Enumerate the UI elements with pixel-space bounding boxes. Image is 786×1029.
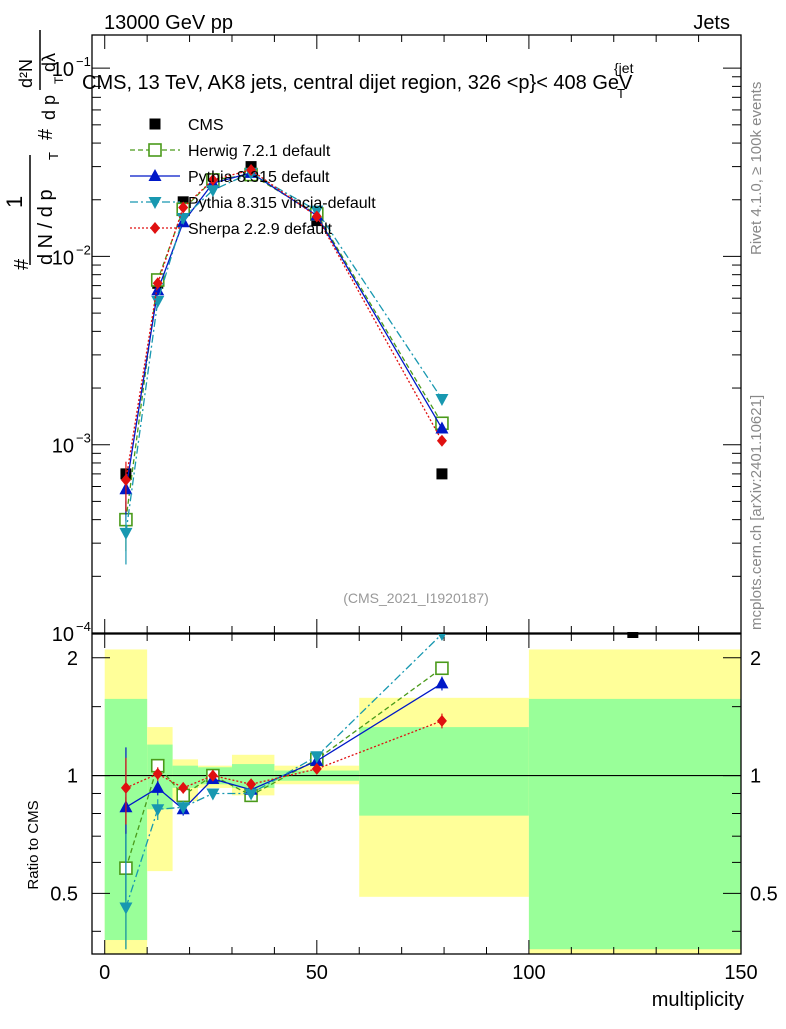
ratio-y-tick-label: 2 — [67, 648, 78, 670]
series-3-line — [125, 169, 443, 481]
main-ylabel: # 1 d N / d p T # d²N d p T dλ — [2, 30, 66, 270]
x-tick-label: 150 — [724, 962, 757, 984]
legend-marker-0 — [148, 143, 162, 157]
series-3-ratio-point — [246, 778, 257, 791]
series-3-ratio-point — [436, 714, 447, 727]
y-tick-label: 10 — [52, 624, 74, 646]
y-tick-exponent: −2 — [76, 242, 91, 257]
y-tick-label: 10 — [52, 247, 74, 269]
x-tick-label: 100 — [512, 962, 545, 984]
band-green-6 — [359, 727, 529, 816]
series-3-point — [152, 277, 163, 290]
y-tick-exponent: −3 — [76, 431, 91, 446]
series-2-point — [119, 527, 133, 540]
series-3-ratio-point — [207, 769, 218, 782]
y-tick-exponent: −1 — [76, 54, 91, 69]
title-sub: T — [617, 86, 625, 101]
ylabel-hash1: # — [11, 258, 33, 270]
ylabel-num: d²N — [16, 59, 36, 88]
legend-marker-2 — [148, 197, 162, 209]
series-3-point — [120, 473, 131, 486]
series-1-ratio-point — [435, 676, 449, 689]
series-0-ratio-point — [435, 661, 449, 676]
series-2-ratio-point — [119, 902, 133, 915]
ratio-y-tick-label-right: 1 — [750, 766, 761, 788]
ylabel-top-den: d p — [39, 95, 59, 120]
series-1-point — [435, 421, 449, 434]
cms-data-point — [627, 632, 639, 638]
series-2-ratio-point — [310, 751, 324, 764]
series-2-point — [151, 295, 165, 308]
series-3-point — [246, 163, 257, 176]
title-main: CMS, 13 TeV, AK8 jets, central dijet reg… — [82, 72, 518, 94]
series-3-point — [311, 210, 322, 223]
cms-data-point — [436, 468, 448, 480]
x-axis-label: multiplicity — [652, 989, 744, 1011]
ylabel-den-sub: T — [46, 152, 61, 160]
legend-marker-cms — [149, 118, 161, 130]
ratio-frame — [91, 633, 742, 955]
main-frame — [91, 34, 742, 634]
y-tick-exponent: −4 — [76, 619, 91, 634]
legend-label-0: Herwig 7.2.1 default — [188, 143, 331, 160]
series-3-point — [178, 201, 189, 214]
legend-label-3: Sherpa 2.2.9 default — [188, 221, 333, 238]
series-2-point — [435, 393, 449, 406]
legend-label-cms: CMS — [188, 117, 224, 134]
ylabel-top-den-sub: T — [52, 76, 66, 84]
series-2-ratio-point — [438, 634, 446, 641]
main-plot-edge — [627, 632, 639, 638]
title-sup: {jet — [614, 60, 634, 76]
series-3-ratio-point — [311, 762, 322, 775]
header-left: 13000 GeV pp — [104, 12, 233, 34]
series-1-ratio-point — [151, 780, 165, 793]
ylabel-one: 1 — [2, 196, 27, 208]
ylabel-hash2: # — [35, 128, 57, 140]
rivet-label: Rivet 4.1.0, ≥ 100k events — [748, 82, 765, 255]
title-tail: }< 408 GeV — [530, 72, 634, 94]
ratio-y-tick-label-right: 0.5 — [750, 883, 778, 905]
series-2-point — [176, 213, 190, 226]
band-green-2 — [172, 765, 199, 788]
x-tick-label: 0 — [99, 962, 110, 984]
series-2-ratio-point — [206, 788, 220, 801]
ratio-y-tick-label-right: 2 — [750, 648, 761, 670]
legend: CMS Herwig 7.2.1 default Pythia 8.315 defa… — [130, 117, 376, 238]
legend-label-2: Pythia 8.315 vincia-default — [188, 195, 376, 212]
series-2-ratio-point — [151, 804, 165, 817]
uncertainty-bands — [104, 649, 741, 954]
series-2-ratio-point — [176, 802, 190, 815]
series-2-point — [206, 185, 220, 198]
header-right: Jets — [693, 12, 730, 34]
series-3-ratio-point — [178, 781, 189, 794]
mcplots-label: mcplots.cern.ch [arXiv:2401.10621] — [748, 395, 765, 630]
series-3-point — [207, 173, 218, 186]
ylabel-top-den-tail: dλ — [39, 53, 59, 72]
y-tick-label: 10 — [52, 436, 74, 458]
legend-marker-3 — [150, 222, 160, 234]
series-2-ratio-point — [244, 788, 258, 801]
band-green-7 — [528, 698, 741, 950]
legend-marker-1 — [148, 169, 162, 181]
svg-text:CMS, 13 TeV, AK8 jets, central: CMS, 13 TeV, AK8 jets, central dijet reg… — [82, 72, 633, 94]
legend-label-1: Pythia 8.315 default — [188, 169, 330, 186]
main-plot — [119, 161, 449, 565]
ratio-plot — [119, 634, 449, 950]
x-tick-label: 50 — [306, 962, 328, 984]
series-3-ratio-point — [152, 767, 163, 780]
analysis-watermark: (CMS_2021_I1920187) — [343, 590, 489, 606]
ratio-y-tick-label: 0.5 — [50, 883, 78, 905]
plot-title: CMS, 13 TeV, AK8 jets, central dijet reg… — [82, 60, 634, 101]
ratio-y-tick-label: 1 — [67, 766, 78, 788]
title-p: p — [518, 72, 529, 94]
series-3-ratio-point — [120, 781, 131, 794]
series-3-point — [436, 434, 447, 447]
ratio-ylabel: Ratio to CMS — [25, 800, 42, 889]
ylabel-den: d N / d p — [35, 189, 57, 265]
y-tick-label: 10 — [52, 59, 74, 81]
